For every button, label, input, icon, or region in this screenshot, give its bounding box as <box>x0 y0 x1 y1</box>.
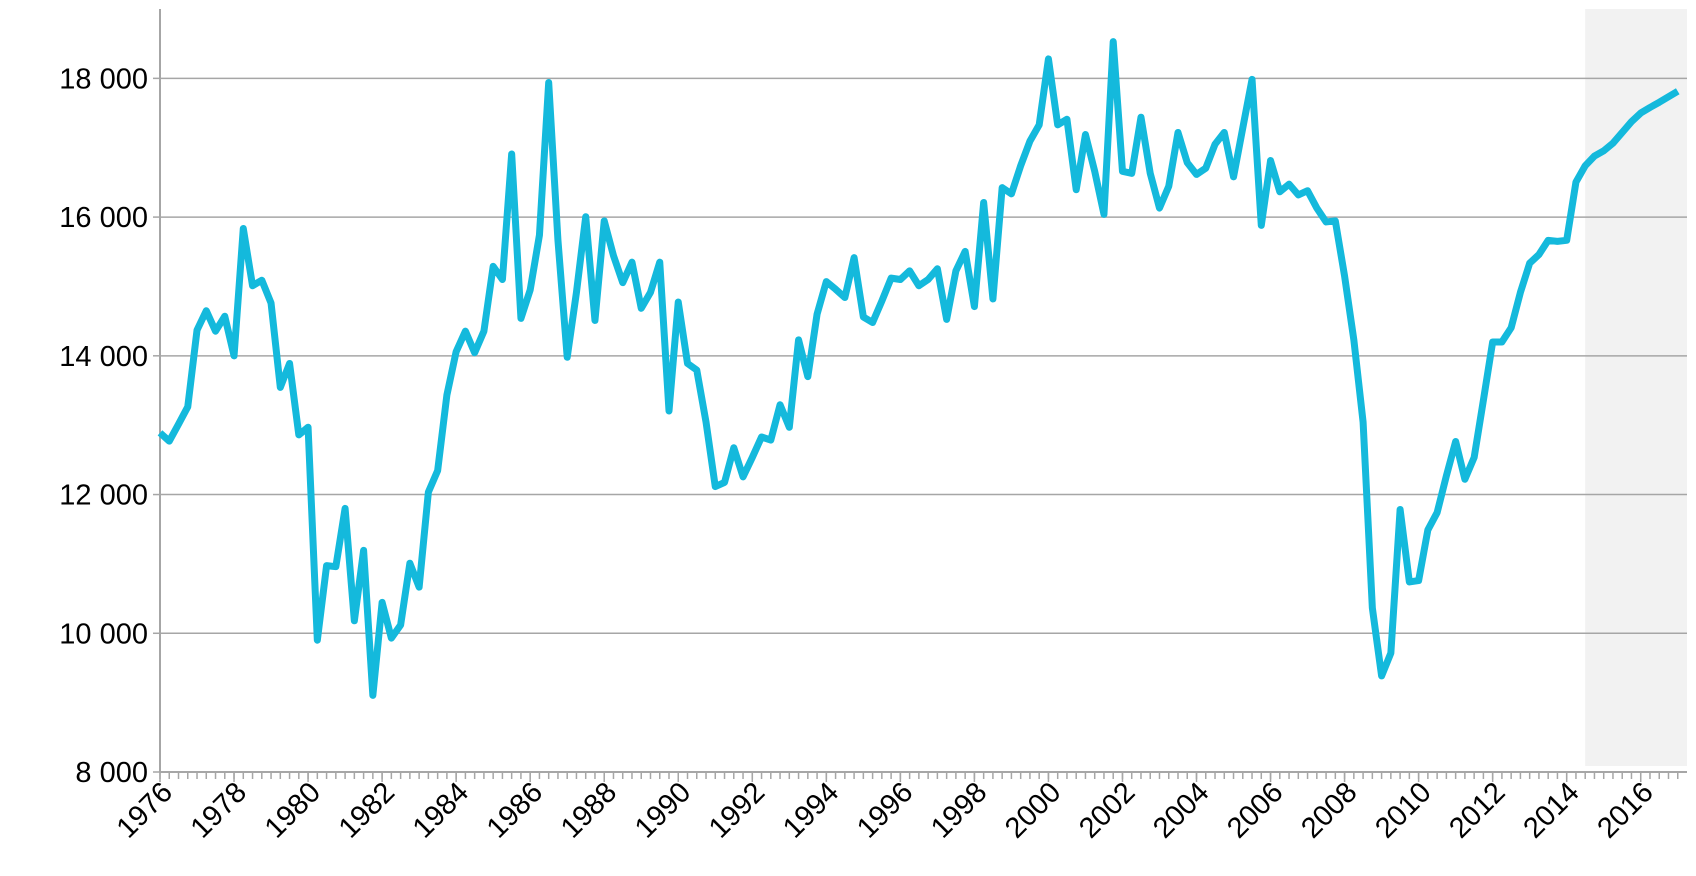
x-tick-label: 2010 <box>1369 776 1437 844</box>
y-tick-label: 14 000 <box>59 341 148 373</box>
x-tick-label: 1982 <box>333 776 401 844</box>
y-tick-label: 18 000 <box>59 63 148 95</box>
y-tick-label: 16 000 <box>59 202 148 234</box>
x-tick-label: 2012 <box>1443 776 1511 844</box>
x-tick-label: 2014 <box>1517 776 1585 844</box>
x-tick-label: 2006 <box>1221 776 1289 844</box>
x-tick-label: 1978 <box>185 776 253 844</box>
x-tick-label: 2016 <box>1591 776 1659 844</box>
y-tick-label: 8 000 <box>75 757 148 789</box>
x-tick-label: 1988 <box>555 776 623 844</box>
x-tick-label: 2002 <box>1073 776 1141 844</box>
x-tick-label: 1998 <box>925 776 993 844</box>
y-tick-label: 10 000 <box>59 618 148 650</box>
x-tick-label: 1990 <box>629 776 697 844</box>
x-tick-label: 2000 <box>999 776 1067 844</box>
x-tick-label: 1986 <box>481 776 549 844</box>
forecast-shade <box>1585 9 1687 766</box>
x-tick-label: 1980 <box>259 776 327 844</box>
x-tick-label: 2008 <box>1295 776 1363 844</box>
x-tick-label: 2004 <box>1147 776 1215 844</box>
x-tick-label: 1992 <box>703 776 771 844</box>
y-tick-label: 12 000 <box>59 480 148 512</box>
x-tick-label: 1984 <box>407 776 475 844</box>
series-line <box>157 38 1680 699</box>
x-tick-label: 1996 <box>851 776 919 844</box>
x-tick-label: 1994 <box>777 776 845 844</box>
